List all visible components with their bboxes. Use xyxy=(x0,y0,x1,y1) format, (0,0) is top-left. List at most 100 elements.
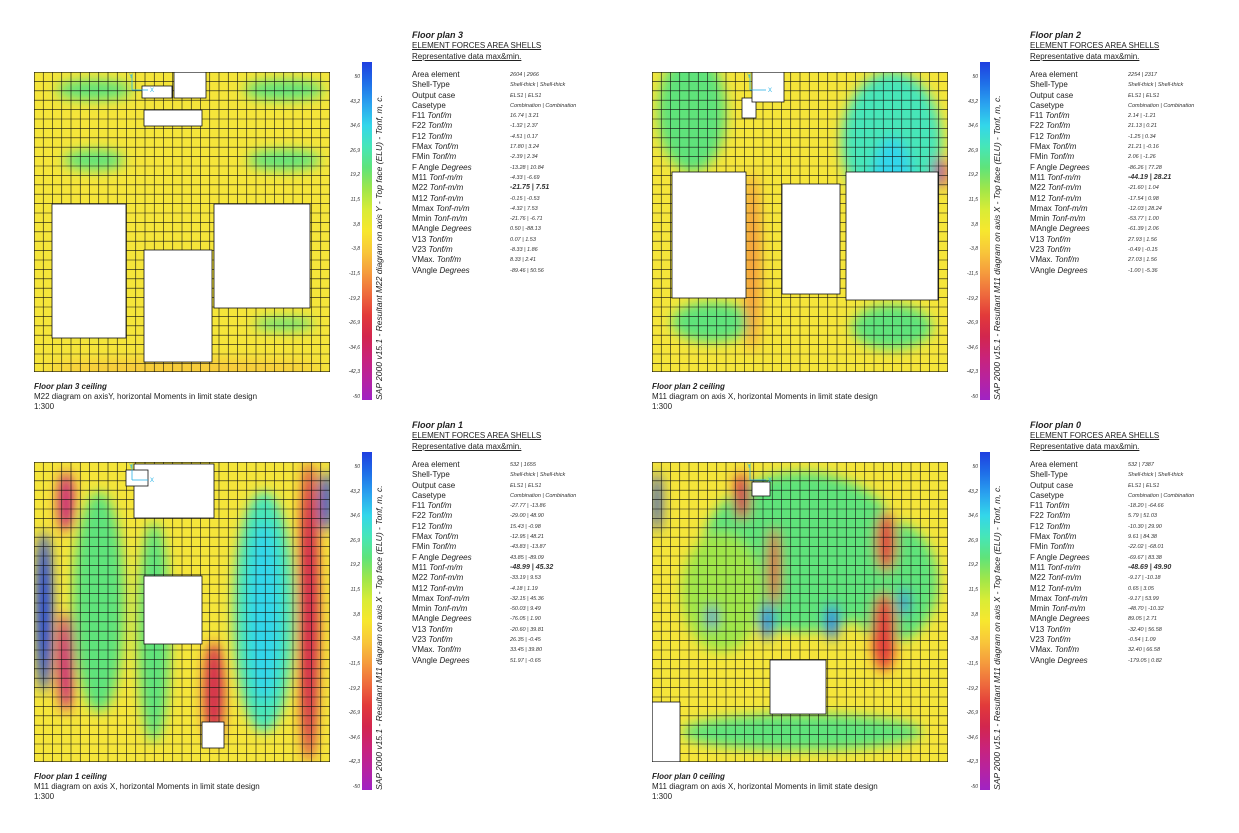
row-name: Shell-Type xyxy=(412,80,450,90)
row-value: -21.75 | 7.51 xyxy=(510,184,550,192)
row-value: Shell-thick | Shell-thick xyxy=(510,82,566,89)
row-value: -4.18 | 1.19 xyxy=(510,585,538,592)
scale-tick-label: -50 xyxy=(970,394,978,400)
element-forces-table: Floor plan 1 ELEMENT FORCES AREA SHELLS Re… xyxy=(412,420,642,666)
table-row: FMax Tonf/m -12.95 | 48.21 xyxy=(412,532,642,542)
table-row: Casetype Combination | Combination xyxy=(1030,491,1239,501)
row-unit: Tonf/m xyxy=(432,542,457,552)
row-label: FMin xyxy=(412,152,432,162)
scale-tick-label: -34,6 xyxy=(348,344,360,351)
stress-zone xyxy=(744,172,760,352)
row-value: -8.33 | 1.86 xyxy=(510,247,538,254)
row-value: -179.05 | 0.82 xyxy=(1128,657,1162,664)
axis-gizmo xyxy=(749,74,766,91)
row-name: VMax. Tonf/m xyxy=(1030,255,1079,265)
scale-tick-label: 26,9 xyxy=(350,147,360,154)
row-name: VMax. Tonf/m xyxy=(1030,645,1079,655)
caption-title: Floor plan 2 ceiling xyxy=(652,382,725,391)
row-value: -10.30 | 29.90 xyxy=(1128,523,1162,530)
row-value: -32.15 | 45.36 xyxy=(510,595,544,602)
stress-zone xyxy=(900,588,908,616)
scale-tick-label: 11,5 xyxy=(968,197,978,204)
row-value: -61.39 | 2.06 xyxy=(1128,226,1159,233)
row-value: -21.76 | -6.71 xyxy=(510,216,543,223)
row-unit: Tonf/m xyxy=(428,245,453,255)
row-label: F11 xyxy=(412,501,428,511)
row-value: -29.00 | 48.90 xyxy=(510,513,544,520)
row-name: VAngle Degrees xyxy=(412,656,470,666)
scale-tick-label: -34,6 xyxy=(966,734,978,741)
panel-floor-plan-2: Y X 50 43,2 34,6 26,9 19,2 11,5 3,8 -3,8 -11,5 -19,… xyxy=(618,30,1218,430)
row-unit: Tonf/m xyxy=(1046,624,1071,634)
table-row: Casetype Combination | Combination xyxy=(1030,101,1239,111)
table-row: Mmax Tonf-m/m -4.32 | 7.53 xyxy=(412,204,642,214)
row-label: V13 xyxy=(1030,234,1047,244)
table-row: M12 Tonf-m/m -4.18 | 1.19 xyxy=(412,584,642,594)
scale-tick-label: 34,6 xyxy=(350,513,360,520)
row-unit: Tonf/m xyxy=(427,501,452,511)
scale-tick-label: 19,2 xyxy=(350,172,360,179)
table-row: FMax Tonf/m 9.61 | 84.38 xyxy=(1030,532,1239,542)
row-unit: Tonf-m/m xyxy=(1047,583,1082,593)
caption-title: Floor plan 3 ceiling xyxy=(34,382,107,391)
table-row: Area element 532 | 1655 xyxy=(412,460,642,470)
table-row: M12 Tonf-m/m -0.15 | -0.53 xyxy=(412,194,642,204)
scale-tick-label: 50 xyxy=(972,74,978,80)
row-label: F22 xyxy=(412,121,429,131)
row-value: -48.99 | 45.32 xyxy=(510,563,554,571)
scale-tick-label: -42,3 xyxy=(966,759,978,766)
table-row: Output case ELS1 | ELS1 xyxy=(412,481,642,491)
row-value: -4.51 | 0.17 xyxy=(510,133,538,140)
scale-tick-label: 43,2 xyxy=(968,488,978,495)
row-value: -9.17 | 53.99 xyxy=(1128,595,1159,602)
caption-scale: 1:300 xyxy=(652,402,673,411)
row-name: F12 Tonf/m xyxy=(412,522,452,532)
row-name: F Angle Degrees xyxy=(1030,553,1090,563)
row-name: Mmax Tonf-m/m xyxy=(1030,204,1088,214)
row-unit: Tonf/m xyxy=(436,255,462,265)
row-label: Area element xyxy=(1030,460,1078,469)
plan-caption: Floor plan 1 ceiling M11 diagram on axis … xyxy=(34,772,260,802)
row-label: Output case xyxy=(1030,480,1074,490)
opening xyxy=(143,109,203,127)
plan-caption: Floor plan 3 ceiling M22 diagram on axisY… xyxy=(34,382,257,412)
row-label: Shell-Type xyxy=(412,470,450,480)
axis-y-label: Y xyxy=(129,464,133,470)
table-row: VMax. Tonf/m 33.45 | 39.80 xyxy=(412,645,642,655)
row-value: 5.79 | 51.03 xyxy=(1128,513,1157,520)
scale-tick-label: -26,9 xyxy=(966,320,978,327)
row-value: -1.25 | 0.34 xyxy=(1128,133,1156,140)
row-label: F12 xyxy=(1030,521,1047,531)
table-row: Casetype Combination | Combination xyxy=(412,101,642,111)
row-value: -20.60 | 39.81 xyxy=(510,626,544,633)
row-value: -89.46 | 50.56 xyxy=(510,267,544,274)
row-label: VAngle xyxy=(412,265,440,275)
axis-y-label: Y xyxy=(747,74,751,80)
scale-caption: SAP 2000 v15.1 - Resultant M22 diagram o… xyxy=(374,95,384,400)
row-label: Mmin xyxy=(412,214,434,224)
row-label: V23 xyxy=(412,245,429,255)
shell-mesh-diagram: YX xyxy=(34,72,330,372)
table-row: F11 Tonf/m -18.20 | -64.66 xyxy=(1030,501,1239,511)
stress-zone xyxy=(682,714,922,750)
row-unit: Degrees xyxy=(441,224,472,234)
shell-mesh-diagram: YX xyxy=(652,462,948,762)
row-name: Shell-Type xyxy=(412,470,450,480)
stress-zone xyxy=(44,360,324,372)
row-label: F22 xyxy=(412,511,429,521)
row-name: Mmax Tonf-m/m xyxy=(412,594,470,604)
scale-tick-label: 50 xyxy=(354,74,360,80)
row-name: FMax Tonf/m xyxy=(412,142,458,152)
scale-caption: SAP 2000 v15.1 - Resultant M11 diagram o… xyxy=(992,95,1002,400)
stress-zone xyxy=(872,592,896,672)
row-value: -2.39 | 2.34 xyxy=(510,154,538,161)
row-unit: Tonf-m/m xyxy=(1047,172,1081,182)
row-name: F11 Tonf/m xyxy=(412,111,452,121)
scale-tick-label: 34,6 xyxy=(968,123,978,130)
row-name: Casetype xyxy=(412,101,446,111)
row-label: VMax. xyxy=(1030,255,1055,265)
row-unit: Degrees xyxy=(439,265,470,275)
row-value: -4.33 | -6.69 xyxy=(510,174,540,181)
row-name: F Angle Degrees xyxy=(1030,163,1090,173)
